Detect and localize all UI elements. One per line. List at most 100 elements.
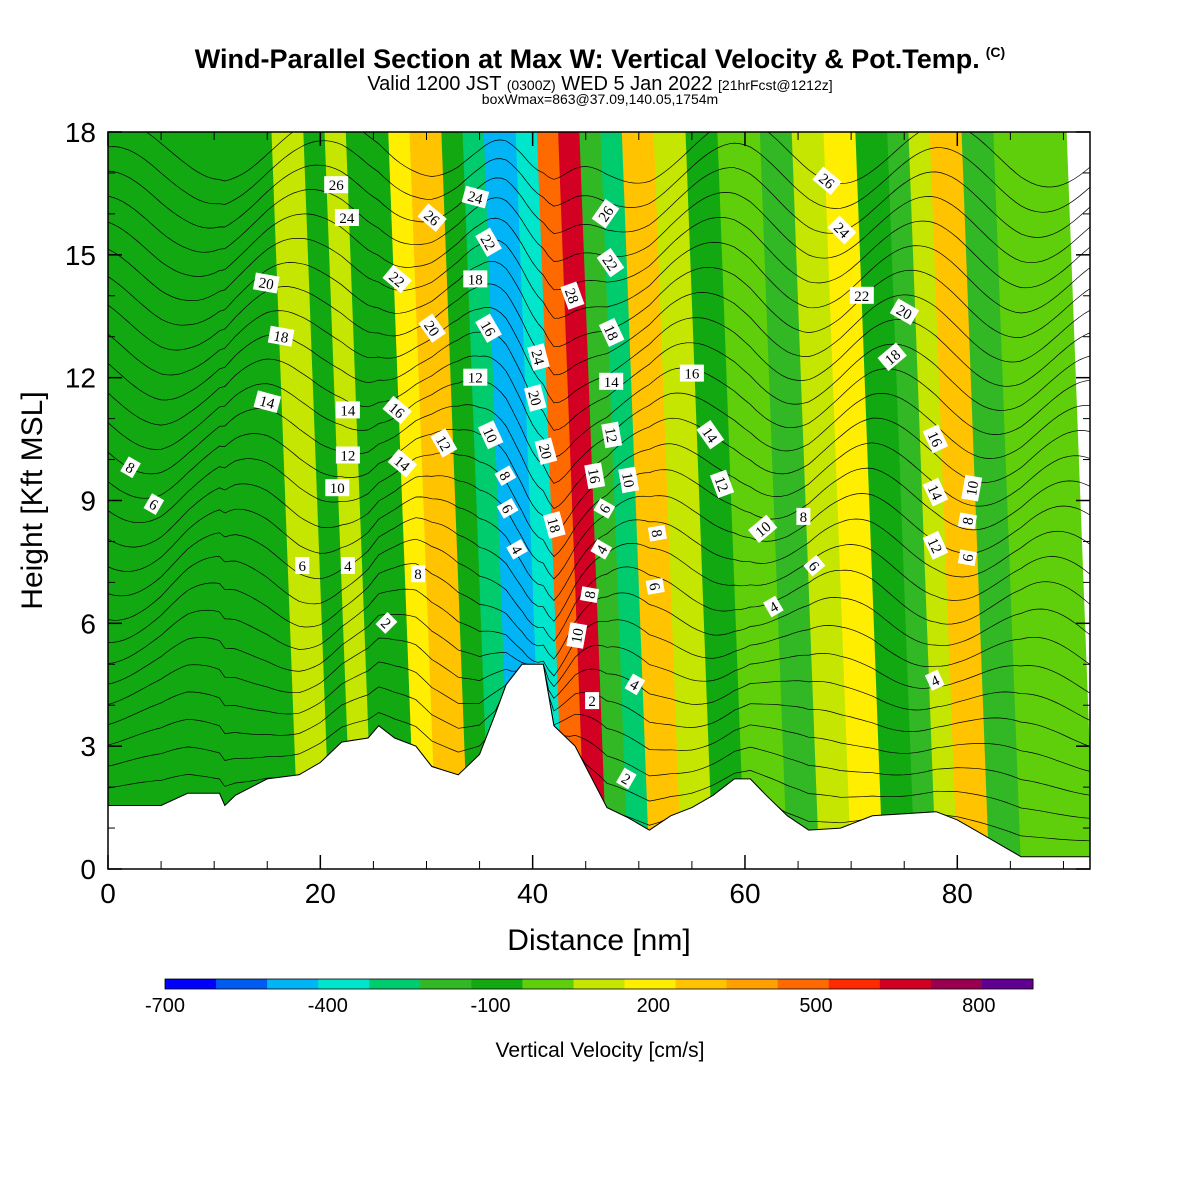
velocity-band — [759, 132, 824, 869]
contour-label-bg — [709, 469, 735, 499]
contour-label-bg — [506, 539, 528, 560]
contour-label-bg — [922, 424, 949, 454]
contour-label-bg — [387, 448, 418, 478]
contour-label-bg — [647, 524, 667, 542]
chart-subtitle: Valid 1200 JST (0300Z) WED 5 Jan 2022 [2… — [0, 73, 1200, 96]
colorbar-swatch — [981, 979, 1034, 989]
theta-contour-line — [108, 189, 1090, 264]
y-tick-label: 9 — [80, 486, 96, 517]
velocity-band — [791, 132, 856, 869]
contour-label: 16 — [679, 364, 704, 383]
contour-label: 12 — [463, 368, 488, 387]
colorbar-swatch — [828, 979, 881, 989]
contour-label: 24 — [527, 343, 550, 371]
contour-label: 14 — [922, 477, 949, 507]
contour-label: 10 — [477, 420, 504, 450]
contour-label: 14 — [335, 401, 360, 419]
contour-label: 4 — [590, 539, 613, 560]
velocity-band — [961, 132, 1026, 869]
contour-label: 18 — [463, 270, 488, 288]
colorbar-label: Vertical Velocity [cm/s] — [496, 1039, 705, 1062]
contour-label-bg — [325, 479, 350, 497]
velocity-band — [579, 132, 633, 869]
contour-label-bg — [334, 209, 359, 226]
contour-label-bg — [335, 446, 360, 464]
contour-label: 18 — [543, 511, 566, 539]
contour-label: 8 — [957, 512, 977, 530]
theta-contour-line — [108, 663, 1090, 796]
y-tick-label: 12 — [65, 363, 96, 394]
contour-label-bg — [430, 428, 458, 458]
contour-label-bg — [601, 421, 623, 449]
colorbar-tick-label: 500 — [799, 995, 832, 1017]
contour-label-text: 18 — [272, 329, 290, 347]
x-tick-label: 60 — [729, 878, 760, 909]
contour-label-bg — [696, 420, 725, 450]
contour-label-text: 16 — [924, 429, 945, 450]
contour-label: 24 — [827, 215, 857, 245]
contour-label-text: 10 — [964, 480, 982, 498]
contour-label: 2 — [375, 611, 398, 634]
contour-label: 18 — [598, 317, 625, 347]
contour-label: 14 — [253, 390, 282, 414]
contour-label-text: 24 — [527, 348, 546, 367]
contour-label-bg — [598, 317, 625, 347]
contour-label-bg — [584, 462, 606, 490]
colorbar-swatch — [267, 979, 319, 989]
contour-label-text: 18 — [600, 323, 621, 343]
contour-label-text: 12 — [601, 426, 619, 444]
x-tick-label: 80 — [942, 878, 973, 909]
contour-label-bg — [679, 364, 704, 382]
colorbar-tick-label: -700 — [145, 995, 185, 1017]
contour-label-text: 24 — [466, 189, 485, 208]
theta-contour-line — [108, 517, 1090, 622]
contour-label: 4 — [924, 669, 945, 691]
contour-label: 22 — [849, 286, 874, 305]
contour-label: 20 — [534, 437, 558, 466]
colorbar-swatch — [879, 979, 932, 989]
contour-label: 26 — [812, 166, 842, 195]
contour-label: 22 — [382, 264, 412, 294]
velocity-band — [558, 132, 612, 869]
contour-label-bg — [922, 477, 949, 507]
colorbar: -700 -400 -100 200 500 800 Vertical Velocity [… — [145, 978, 1034, 1062]
contour-label-bg — [585, 692, 600, 710]
colorbar-swatch — [420, 979, 472, 989]
theta-contour-line — [108, 588, 1090, 677]
contour-label-text: 12 — [924, 536, 945, 556]
contour-label-bg — [267, 325, 295, 347]
contour-label-bg — [624, 673, 646, 696]
contour-label-bg — [579, 586, 600, 603]
theta-contour-line — [108, 538, 1090, 642]
contour-label-bg — [252, 272, 280, 294]
colorbar-swatch — [216, 979, 268, 989]
contour-label: 10 — [566, 622, 587, 649]
contour-label: 20 — [523, 384, 547, 412]
contour-label-bg — [748, 514, 778, 544]
contour-label: 20 — [889, 298, 920, 326]
contour-label: 26 — [417, 203, 447, 232]
contour-label-text: 4 — [344, 559, 352, 575]
contour-label-bg — [534, 437, 558, 466]
theta-contour-line — [108, 164, 1090, 238]
contour-label: 12 — [430, 428, 458, 458]
contour-label-bg — [560, 281, 585, 310]
velocity-band — [621, 132, 686, 869]
contour-label: 6 — [295, 557, 310, 575]
contour-label-text: 20 — [524, 389, 543, 408]
contour-label-bg — [143, 493, 165, 516]
y-tick-label: 6 — [80, 608, 96, 639]
contour-label: 18 — [267, 325, 295, 347]
contour-label: 6 — [803, 554, 826, 577]
contour-label-bg — [375, 611, 398, 634]
contour-label-bg — [463, 368, 488, 386]
contour-label-bg — [961, 474, 983, 502]
contour-label-text: 14 — [604, 375, 620, 391]
contour-label-bg — [922, 530, 949, 560]
theta-contour-line — [108, 475, 1090, 580]
theta-contour-line — [108, 213, 1090, 291]
contour-label-text: 16 — [684, 367, 700, 383]
contour-label: 16 — [382, 395, 412, 425]
chart-title-text: Wind-Parallel Section at Max W: Vertical… — [194, 44, 980, 74]
